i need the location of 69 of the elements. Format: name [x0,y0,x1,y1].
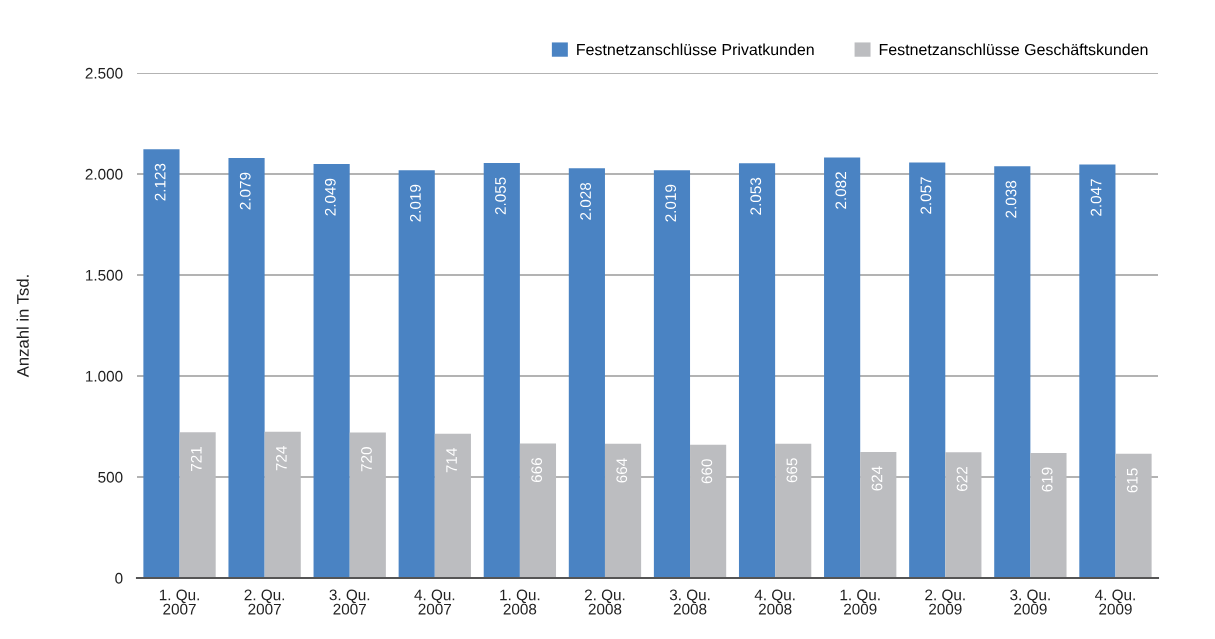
data-label: 720 [361,447,372,472]
data-label: 2.038 [1005,180,1017,218]
bar [434,433,471,578]
x-tick-label: 4. Qu. 2007 [414,589,455,615]
data-label: 2.123 [154,163,166,201]
bar [568,168,605,578]
x-tick-label: 1. Qu. 2008 [500,589,540,615]
bar [653,170,691,578]
data-label: 2.057 [920,177,932,214]
x-tick-label: 2. Qu. 2009 [925,589,965,615]
bar [909,162,946,578]
bar [313,164,350,578]
data-label: 2.053 [750,177,762,215]
bar [519,443,557,578]
bar [1079,164,1116,578]
legend-label: Festnetzanschlüsse Privatkunden [577,43,814,56]
bar [994,166,1031,578]
data-label: 660 [701,459,713,484]
legend-label: Festnetzanschlüsse Geschäftskunden [879,43,1148,56]
data-label: 622 [956,467,968,491]
x-tick-label: 1. Qu. 2007 [159,589,199,615]
bar [690,444,727,578]
y-tick-label: 500 [98,471,123,483]
data-label: 2.082 [835,172,847,209]
bar [179,432,216,578]
bar [738,163,776,578]
data-label: 619 [1041,467,1053,492]
x-tick-label: 4. Qu. 2009 [1095,589,1135,615]
data-label: 2.019 [665,184,677,222]
y-tick-label: 2.500 [85,67,123,79]
data-label: 2.047 [1090,179,1102,216]
y-tick-label: 2.000 [85,168,123,180]
bar [349,432,386,578]
x-tick-label: 4. Qu. 2008 [754,589,795,615]
data-label: 721 [190,446,202,471]
data-label: 724 [275,446,287,471]
data-label: 615 [1126,468,1138,493]
bar [775,443,812,578]
x-tick-label: 1. Qu. 2009 [840,589,880,615]
data-label: 2.049 [324,178,336,216]
x-tick-label: 2. Qu. 2008 [584,589,625,615]
bar [604,443,642,578]
bar [1115,453,1152,578]
bar [228,158,265,578]
data-label: 665 [786,458,798,483]
data-label: 2.019 [409,184,421,222]
bar [824,157,861,578]
bar [860,451,897,578]
bar [945,452,982,578]
y-tick-label: 0 [115,572,123,584]
bar [264,431,301,578]
x-tick-label: 3. Qu. 2007 [329,589,370,615]
data-label: 2.055 [495,177,506,215]
y-tick-label: 1.500 [86,269,123,281]
x-tick-label: 2. Qu. 2007 [244,589,285,615]
data-label: 664 [616,458,628,483]
x-tick-label: 3. Qu. 2008 [669,589,710,615]
y-axis-title: Anzahl in Tsd. [16,275,29,378]
y-tick-label: 1.000 [86,370,123,382]
bar [398,170,435,578]
data-label: 666 [531,458,543,483]
data-label: 714 [446,448,457,473]
data-label: 624 [871,466,883,491]
bar [143,149,180,578]
bar [1030,452,1067,578]
data-label: 2.079 [239,172,251,210]
data-label: 2.028 [580,182,591,220]
x-tick-label: 3. Qu. 2009 [1010,589,1050,615]
bar [483,162,520,578]
